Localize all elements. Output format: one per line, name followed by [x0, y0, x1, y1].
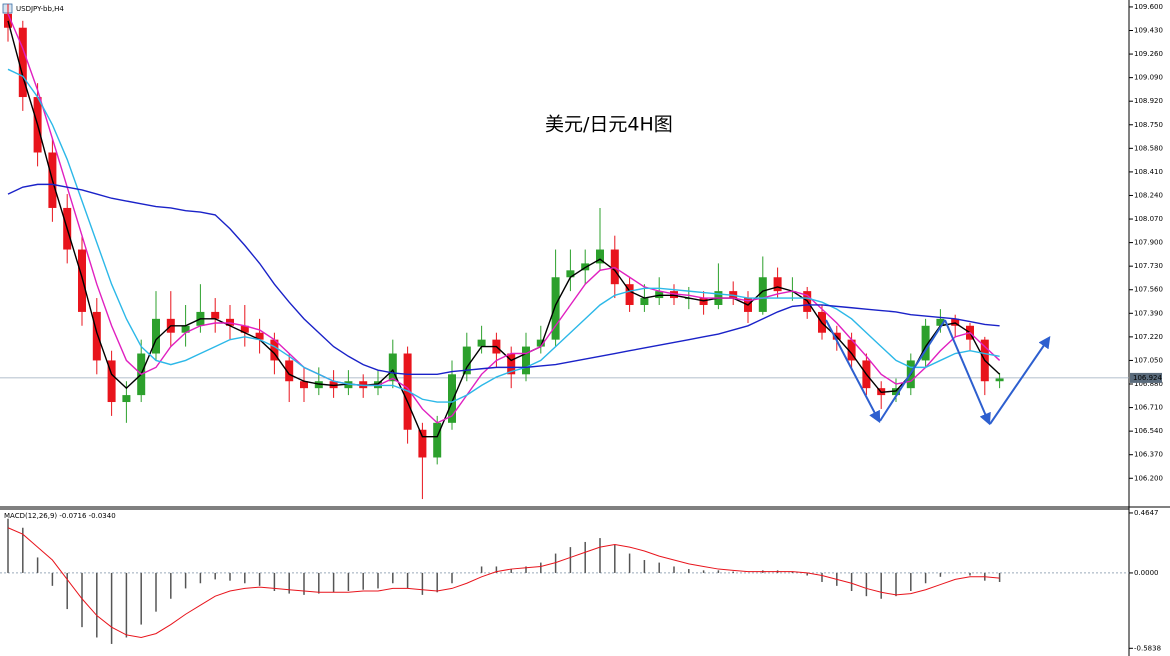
y-tick-label: 108.070 — [1134, 215, 1163, 223]
y-tick-label: 109.090 — [1134, 74, 1163, 82]
candle-body — [92, 311, 101, 361]
y-tick-label: 108.410 — [1134, 168, 1163, 176]
y-tick-label: 107.390 — [1134, 309, 1163, 317]
moving-average — [7, 13, 1001, 424]
y-tick-label: 108.920 — [1134, 97, 1163, 105]
arrow — [879, 319, 946, 422]
y-tick-label: 107.730 — [1134, 262, 1163, 270]
candle-body — [758, 277, 767, 312]
candle-body — [566, 270, 575, 278]
y-tick-label: 107.900 — [1134, 239, 1163, 247]
last-price-box — [1130, 372, 1162, 383]
candle-body — [640, 298, 649, 305]
candle-body — [625, 284, 634, 305]
candle-body — [122, 395, 131, 403]
arrow — [825, 319, 881, 424]
candle-body — [4, 13, 12, 28]
candle-body — [773, 277, 782, 292]
y-tick-label: 106.710 — [1134, 404, 1163, 412]
macd-title: MACD(12,26,9) -0.0716 -0.0340 — [4, 512, 116, 520]
candle-body — [211, 311, 220, 319]
candle-body — [995, 378, 1004, 382]
y-tick-label: 107.220 — [1134, 333, 1163, 341]
candle-body — [596, 249, 604, 264]
annotation: 美元/日元4H图 — [545, 114, 673, 136]
y-tick-label: 107.560 — [1134, 286, 1163, 294]
signal-line — [7, 527, 1000, 638]
candle-body — [240, 325, 249, 333]
candle-body — [936, 318, 945, 326]
candle-body — [285, 360, 294, 382]
candle-body — [448, 374, 456, 423]
candle-body — [78, 249, 86, 312]
candle-body — [522, 346, 530, 375]
arrow — [989, 336, 1051, 425]
candle-body — [418, 429, 427, 458]
y-tick-label: 108.750 — [1134, 121, 1163, 129]
candle-body — [462, 346, 471, 375]
candle-body — [507, 353, 516, 375]
y-tick-label: 106.540 — [1134, 427, 1163, 435]
candle-body — [255, 332, 264, 340]
candle-body — [921, 325, 930, 361]
candle-body — [433, 422, 442, 458]
candle-body — [152, 318, 160, 354]
candle-body — [847, 339, 856, 361]
y-tick-label: 108.580 — [1134, 144, 1163, 152]
candle-body — [536, 339, 545, 347]
y-tick-label: 106.880 — [1134, 380, 1163, 388]
candle-body — [270, 339, 279, 361]
chart-title: USDJPY-bb,H4 — [16, 5, 64, 13]
candle-body — [107, 360, 116, 403]
candle-body — [477, 339, 486, 347]
y-tick-label: 0.4647 — [1134, 509, 1159, 517]
candle-body — [300, 381, 308, 389]
candle-body — [18, 27, 27, 98]
y-tick-label: 106.200 — [1134, 474, 1163, 482]
y-tick-label: 109.600 — [1134, 3, 1163, 11]
y-tick-label: 108.240 — [1134, 191, 1163, 199]
arrow — [944, 319, 991, 426]
y-tick-label: 109.260 — [1134, 50, 1163, 58]
candle-body — [181, 325, 190, 333]
y-tick-label: -0.5838 — [1134, 644, 1161, 652]
y-tick-label: 0.0000 — [1134, 569, 1159, 577]
y-tick-label: 106.370 — [1134, 451, 1163, 459]
moving-average — [7, 68, 1000, 403]
trend-arrows — [825, 319, 1051, 426]
y-tick-label: 109.430 — [1134, 26, 1163, 34]
candle-body — [551, 277, 560, 340]
last-price-label: 106.924 — [1133, 374, 1162, 382]
y-tick-label: 107.050 — [1134, 356, 1163, 364]
candle-body — [388, 353, 397, 382]
moving-average — [7, 183, 1000, 376]
